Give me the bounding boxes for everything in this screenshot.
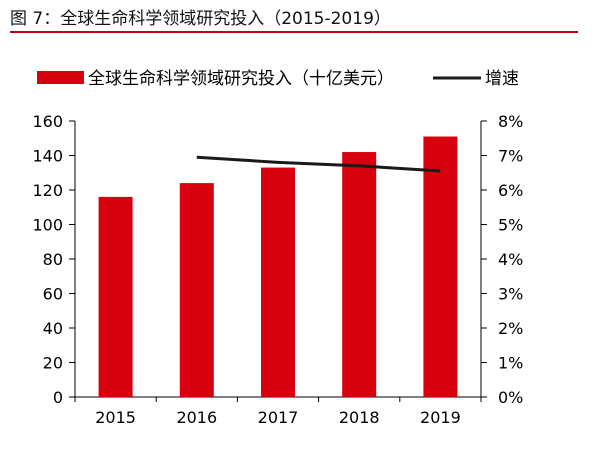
x-tick-label: 2019 — [420, 408, 461, 427]
legend-line-label: 增速 — [485, 69, 519, 89]
bar-2018 — [342, 152, 377, 397]
left-tick-label: 140 — [32, 147, 63, 166]
left-axis-ticks: 0 20 40 60 80 100 120 140 160 — [32, 112, 75, 407]
x-axis-ticks: 2015 2016 2017 2018 2019 — [74, 397, 482, 427]
right-tick-label: 0% — [498, 388, 523, 407]
legend-bar-label: 全球生命科学领域研究投入（十亿美元） — [88, 69, 394, 89]
growth-line — [196, 155, 441, 173]
legend-bar-swatch — [37, 71, 84, 84]
right-tick-label: 4% — [498, 250, 523, 269]
bar-2015 — [98, 196, 133, 397]
x-tick-label: 2016 — [176, 408, 217, 427]
left-tick-label: 60 — [43, 285, 63, 304]
right-axis-ticks: 0% 1% 2% 3% 4% 5% 6% 7% 8% — [481, 112, 523, 407]
left-tick-label: 100 — [32, 216, 63, 235]
bars — [98, 136, 458, 397]
right-tick-label: 1% — [498, 354, 523, 373]
left-tick-label: 160 — [32, 112, 63, 131]
legend: 全球生命科学领域研究投入（十亿美元） 增速 — [37, 69, 519, 89]
left-tick-label: 120 — [32, 181, 63, 200]
x-tick-label: 2017 — [258, 408, 299, 427]
right-tick-label: 2% — [498, 319, 523, 338]
right-tick-label: 7% — [498, 147, 523, 166]
x-tick-label: 2018 — [339, 408, 380, 427]
right-tick-label: 6% — [498, 181, 523, 200]
right-tick-label: 3% — [498, 285, 523, 304]
left-tick-label: 0 — [53, 388, 63, 407]
x-tick-label: 2015 — [95, 408, 136, 427]
left-tick-label: 40 — [43, 319, 63, 338]
bar-2016 — [179, 183, 214, 397]
figure-title: 图 7：全球生命科学领域研究投入（2015-2019） — [10, 9, 391, 29]
left-tick-label: 80 — [43, 250, 63, 269]
left-tick-label: 20 — [43, 354, 63, 373]
title-rule — [10, 31, 578, 33]
growth-line-path — [196, 155, 441, 173]
right-tick-label: 5% — [498, 216, 523, 235]
bar-2017 — [261, 167, 295, 397]
bar-2019 — [423, 136, 458, 397]
right-tick-label: 8% — [498, 112, 523, 131]
